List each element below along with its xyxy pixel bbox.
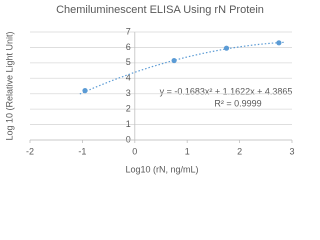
y-tick-label: 6 xyxy=(126,42,131,52)
y-tick-label: 2 xyxy=(126,104,131,114)
y-tick-label: 4 xyxy=(126,73,131,83)
data-point xyxy=(171,57,177,64)
x-tick-label: 0 xyxy=(132,146,137,156)
x-axis-title: Log10 (rN, ng/mL) xyxy=(125,164,198,174)
x-tick-label: -2 xyxy=(26,146,34,156)
y-tick-label: 1 xyxy=(126,119,131,129)
x-tick-label: -1 xyxy=(78,146,86,156)
y-tick-label: 7 xyxy=(126,26,131,36)
data-point xyxy=(82,88,88,94)
trendline-equation: y = -0.1683x² + 1.1622x + 4.3865 xyxy=(160,86,293,96)
y-tick-label: 5 xyxy=(126,57,131,67)
y-axis-title: Log 10 (Relative Light Unit) xyxy=(4,31,14,140)
r-squared: R² = 0.9999 xyxy=(214,98,261,108)
x-tick-label: 2 xyxy=(237,146,242,156)
y-tick-label: 0 xyxy=(126,134,131,144)
x-tick-label: 1 xyxy=(185,146,190,156)
data-point xyxy=(276,40,282,46)
y-tick-label: 3 xyxy=(126,88,131,98)
chart-title: Chemiluminescent ELISA Using rN Protein xyxy=(56,4,264,16)
x-tick-label: 3 xyxy=(289,146,294,156)
data-point xyxy=(223,45,230,51)
chart: Chemiluminescent ELISA Using rN Protein … xyxy=(4,4,294,174)
